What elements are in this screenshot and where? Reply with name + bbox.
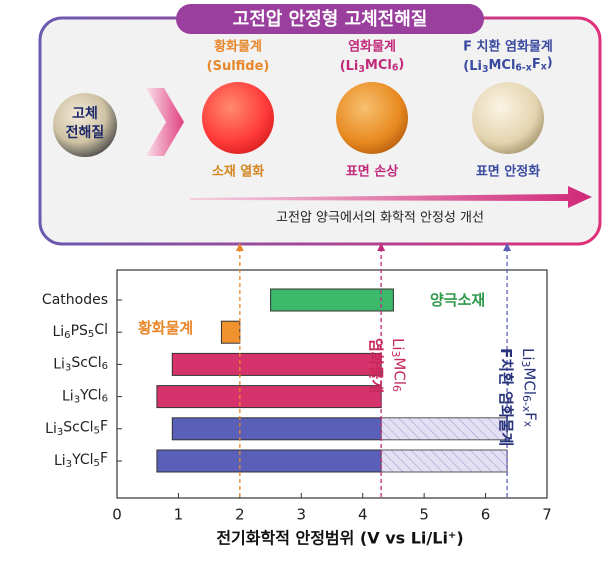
x-tick-label: 7 xyxy=(542,506,552,524)
reference-arrowhead xyxy=(503,243,512,251)
sphere xyxy=(53,93,117,157)
bar xyxy=(220,320,241,344)
plot-frame xyxy=(116,269,548,499)
y-tick-label: Li6PS5Cl xyxy=(52,322,108,341)
column-name: F 치환 염화물계 xyxy=(463,39,553,55)
x-tick-label: 3 xyxy=(297,506,307,524)
column-formula: (Sulfide) xyxy=(207,59,270,74)
x-tick-label: 2 xyxy=(235,506,245,524)
arrow-text: 고전압 양극에서의 화학적 안정성 개선 xyxy=(276,211,484,226)
bar-extension xyxy=(380,449,508,473)
column-result: 소재 열화 xyxy=(212,164,264,180)
y-tick-label: Li3ScCl5F xyxy=(45,418,108,437)
annotation: F치환 염화물계 xyxy=(498,348,516,446)
x-tick-label: 6 xyxy=(481,506,491,524)
y-tick-label: Li3YCl5F xyxy=(54,451,108,470)
x-tick-label: 1 xyxy=(174,506,184,524)
bar-extension xyxy=(380,417,508,441)
x-tick-label: 4 xyxy=(358,506,368,524)
x-tick-label: 5 xyxy=(419,506,429,524)
bar xyxy=(156,385,382,409)
y-tick-label: Li3YCl6 xyxy=(62,387,108,405)
column-name: 황화물계 xyxy=(214,39,262,55)
bar xyxy=(171,352,382,376)
annotation: Li3MCl6 xyxy=(389,338,409,392)
y-tick-label: Cathodes xyxy=(42,292,108,308)
diagram: 고전압 안정형 고체전해질 고체 전해질 고전압 양극에서의 화학적 안정성 개… xyxy=(38,4,602,246)
column-result: 표면 손상 xyxy=(346,164,398,180)
sphere xyxy=(336,82,408,154)
bar xyxy=(156,449,382,473)
column-result: 표면 안정화 xyxy=(476,164,540,180)
annotation: 양극소재 xyxy=(430,291,485,309)
sphere xyxy=(472,82,544,154)
annotation: Li3MCl6-xFx xyxy=(519,348,540,428)
column-formula: (Li3MCl6-xFx) xyxy=(463,55,552,74)
sphere-label: 고체 xyxy=(72,106,98,122)
chart: 0 1 2 3 4 5 6 7 전기화학적 안정범위 (V vs Li/Li⁺) Cathodes… xyxy=(42,243,552,548)
arrow xyxy=(190,186,592,208)
x-tick-label: 0 xyxy=(112,506,122,524)
column-name: 염화물계 xyxy=(348,39,396,55)
sphere xyxy=(202,82,274,154)
annotation: 염화물계 xyxy=(368,338,386,393)
x-axis-label: 전기화학적 안정범위 (V vs Li/Li⁺) xyxy=(216,529,463,548)
bar xyxy=(270,288,394,312)
reference-arrowhead xyxy=(377,243,386,251)
column-formula: (Li3MCl6) xyxy=(340,56,405,74)
title-pill xyxy=(176,4,484,34)
y-tick-label: Li3ScCl6 xyxy=(53,355,108,373)
reference-arrowhead xyxy=(235,243,244,251)
bar xyxy=(171,417,382,441)
annotation: 황화물계 xyxy=(138,319,193,337)
sphere-label: 전해질 xyxy=(66,124,105,141)
diagram-title: 고전압 안정형 고체전해질 xyxy=(233,9,428,30)
chevron xyxy=(146,88,184,156)
